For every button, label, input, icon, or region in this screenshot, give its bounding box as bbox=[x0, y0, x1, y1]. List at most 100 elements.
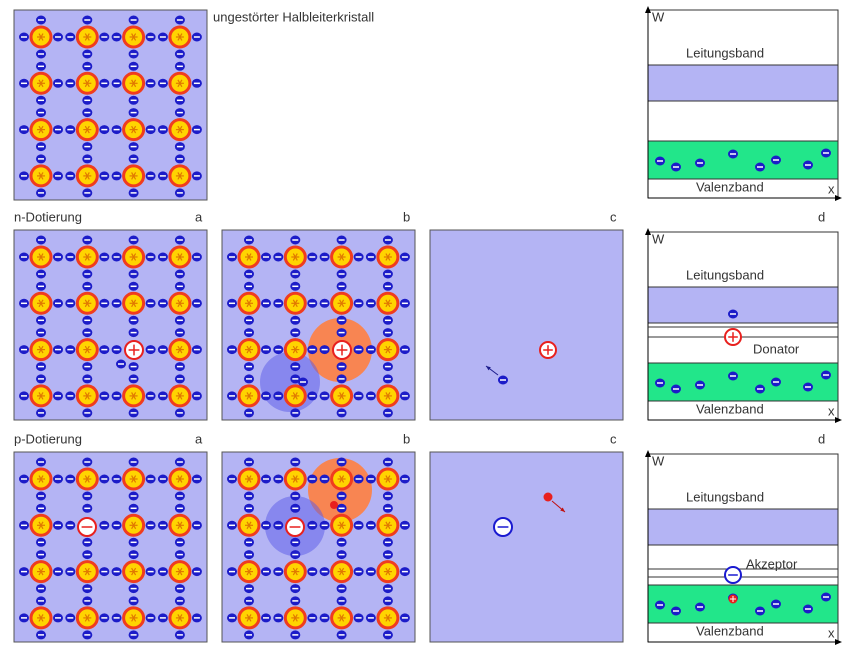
atom-core bbox=[38, 79, 44, 88]
panel-label: d bbox=[818, 431, 825, 446]
panel-label: a bbox=[195, 209, 203, 224]
level-label: Donator bbox=[753, 341, 800, 356]
panel-label: c bbox=[610, 209, 617, 224]
atom-core bbox=[38, 614, 44, 622]
atom-core bbox=[131, 567, 137, 576]
empty-panel bbox=[429, 451, 624, 643]
atom-core bbox=[292, 475, 298, 483]
atom-core bbox=[246, 299, 252, 308]
atom-core bbox=[177, 125, 183, 134]
atom-core bbox=[131, 475, 137, 483]
axis-label: W bbox=[652, 9, 665, 24]
valence-band bbox=[647, 362, 839, 402]
atom-core bbox=[84, 345, 90, 354]
atom-core bbox=[177, 253, 183, 261]
panel-label: c bbox=[610, 431, 617, 446]
atom-core bbox=[177, 614, 183, 622]
atom-core bbox=[177, 172, 183, 180]
band-label: Valenzband bbox=[696, 623, 764, 638]
atom-core bbox=[339, 567, 345, 576]
atom-core bbox=[246, 253, 252, 261]
conduction-band bbox=[647, 64, 839, 102]
panel-label: a bbox=[195, 431, 203, 446]
atom-core bbox=[177, 79, 183, 88]
atom-core bbox=[131, 253, 137, 261]
row-label: p-Dotierung bbox=[14, 431, 82, 446]
atom-core bbox=[38, 33, 44, 41]
atom-core bbox=[246, 475, 252, 483]
atom-core bbox=[385, 567, 391, 576]
band-label: Valenzband bbox=[696, 401, 764, 416]
band-label: Leitungsband bbox=[686, 45, 764, 60]
band-label: Valenzband bbox=[696, 179, 764, 194]
arrow-head bbox=[486, 366, 491, 371]
atom-core bbox=[38, 392, 44, 400]
axis-label: x bbox=[828, 625, 835, 640]
atom-core bbox=[292, 345, 298, 354]
atom-core bbox=[339, 475, 345, 483]
axis-head bbox=[645, 450, 651, 457]
axis-label: x bbox=[828, 181, 835, 196]
atom-core bbox=[38, 345, 44, 354]
axis-label: W bbox=[652, 453, 665, 468]
valence-band bbox=[647, 140, 839, 180]
atom-core bbox=[177, 567, 183, 576]
atom-core bbox=[177, 345, 183, 354]
atom-core bbox=[177, 475, 183, 483]
atom-core bbox=[385, 253, 391, 261]
atom-core bbox=[385, 614, 391, 622]
atom-core bbox=[246, 567, 252, 576]
panel-label: b bbox=[403, 209, 410, 224]
valence-band bbox=[647, 584, 839, 624]
atom-core bbox=[131, 521, 137, 530]
axis-head bbox=[835, 195, 842, 201]
atom-core bbox=[84, 253, 90, 261]
atom-core bbox=[131, 79, 137, 88]
hole bbox=[543, 492, 553, 502]
atom-core bbox=[84, 567, 90, 576]
atom-core bbox=[385, 392, 391, 400]
atom-core bbox=[131, 392, 137, 400]
empty-panel bbox=[429, 229, 624, 421]
atom-core bbox=[339, 614, 345, 622]
atom-core bbox=[38, 475, 44, 483]
caption: ungestörter Halbleiterkristall bbox=[213, 9, 374, 24]
atom-core bbox=[246, 614, 252, 622]
atom-core bbox=[339, 299, 345, 308]
atom-core bbox=[385, 345, 391, 354]
panel-label: d bbox=[818, 209, 825, 224]
atom-core bbox=[292, 567, 298, 576]
atom-core bbox=[246, 392, 252, 400]
atom-core bbox=[84, 79, 90, 88]
atom-core bbox=[246, 345, 252, 354]
level-label: Akzeptor bbox=[746, 556, 798, 571]
atom-core bbox=[38, 125, 44, 134]
axis-label: W bbox=[652, 231, 665, 246]
conduction-band bbox=[647, 286, 839, 324]
atom-core bbox=[84, 33, 90, 41]
atom-core bbox=[292, 299, 298, 308]
atom-core bbox=[38, 567, 44, 576]
atom-core bbox=[131, 33, 137, 41]
hole bbox=[330, 501, 338, 509]
atom-core bbox=[339, 392, 345, 400]
axis-head bbox=[835, 417, 842, 423]
atom-core bbox=[292, 392, 298, 400]
atom-core bbox=[84, 614, 90, 622]
arrow-head bbox=[560, 507, 565, 512]
atom-core bbox=[84, 299, 90, 308]
axis-head bbox=[835, 639, 842, 645]
atom-core bbox=[292, 614, 298, 622]
atom-core bbox=[131, 299, 137, 308]
atom-core bbox=[177, 33, 183, 41]
atom-core bbox=[292, 253, 298, 261]
band-label: Leitungsband bbox=[686, 489, 764, 504]
atom-core bbox=[84, 392, 90, 400]
panel-label: b bbox=[403, 431, 410, 446]
atom-core bbox=[177, 299, 183, 308]
band-label: Leitungsband bbox=[686, 267, 764, 282]
atom-core bbox=[246, 521, 252, 530]
atom-core bbox=[38, 299, 44, 308]
axis-label: x bbox=[828, 403, 835, 418]
